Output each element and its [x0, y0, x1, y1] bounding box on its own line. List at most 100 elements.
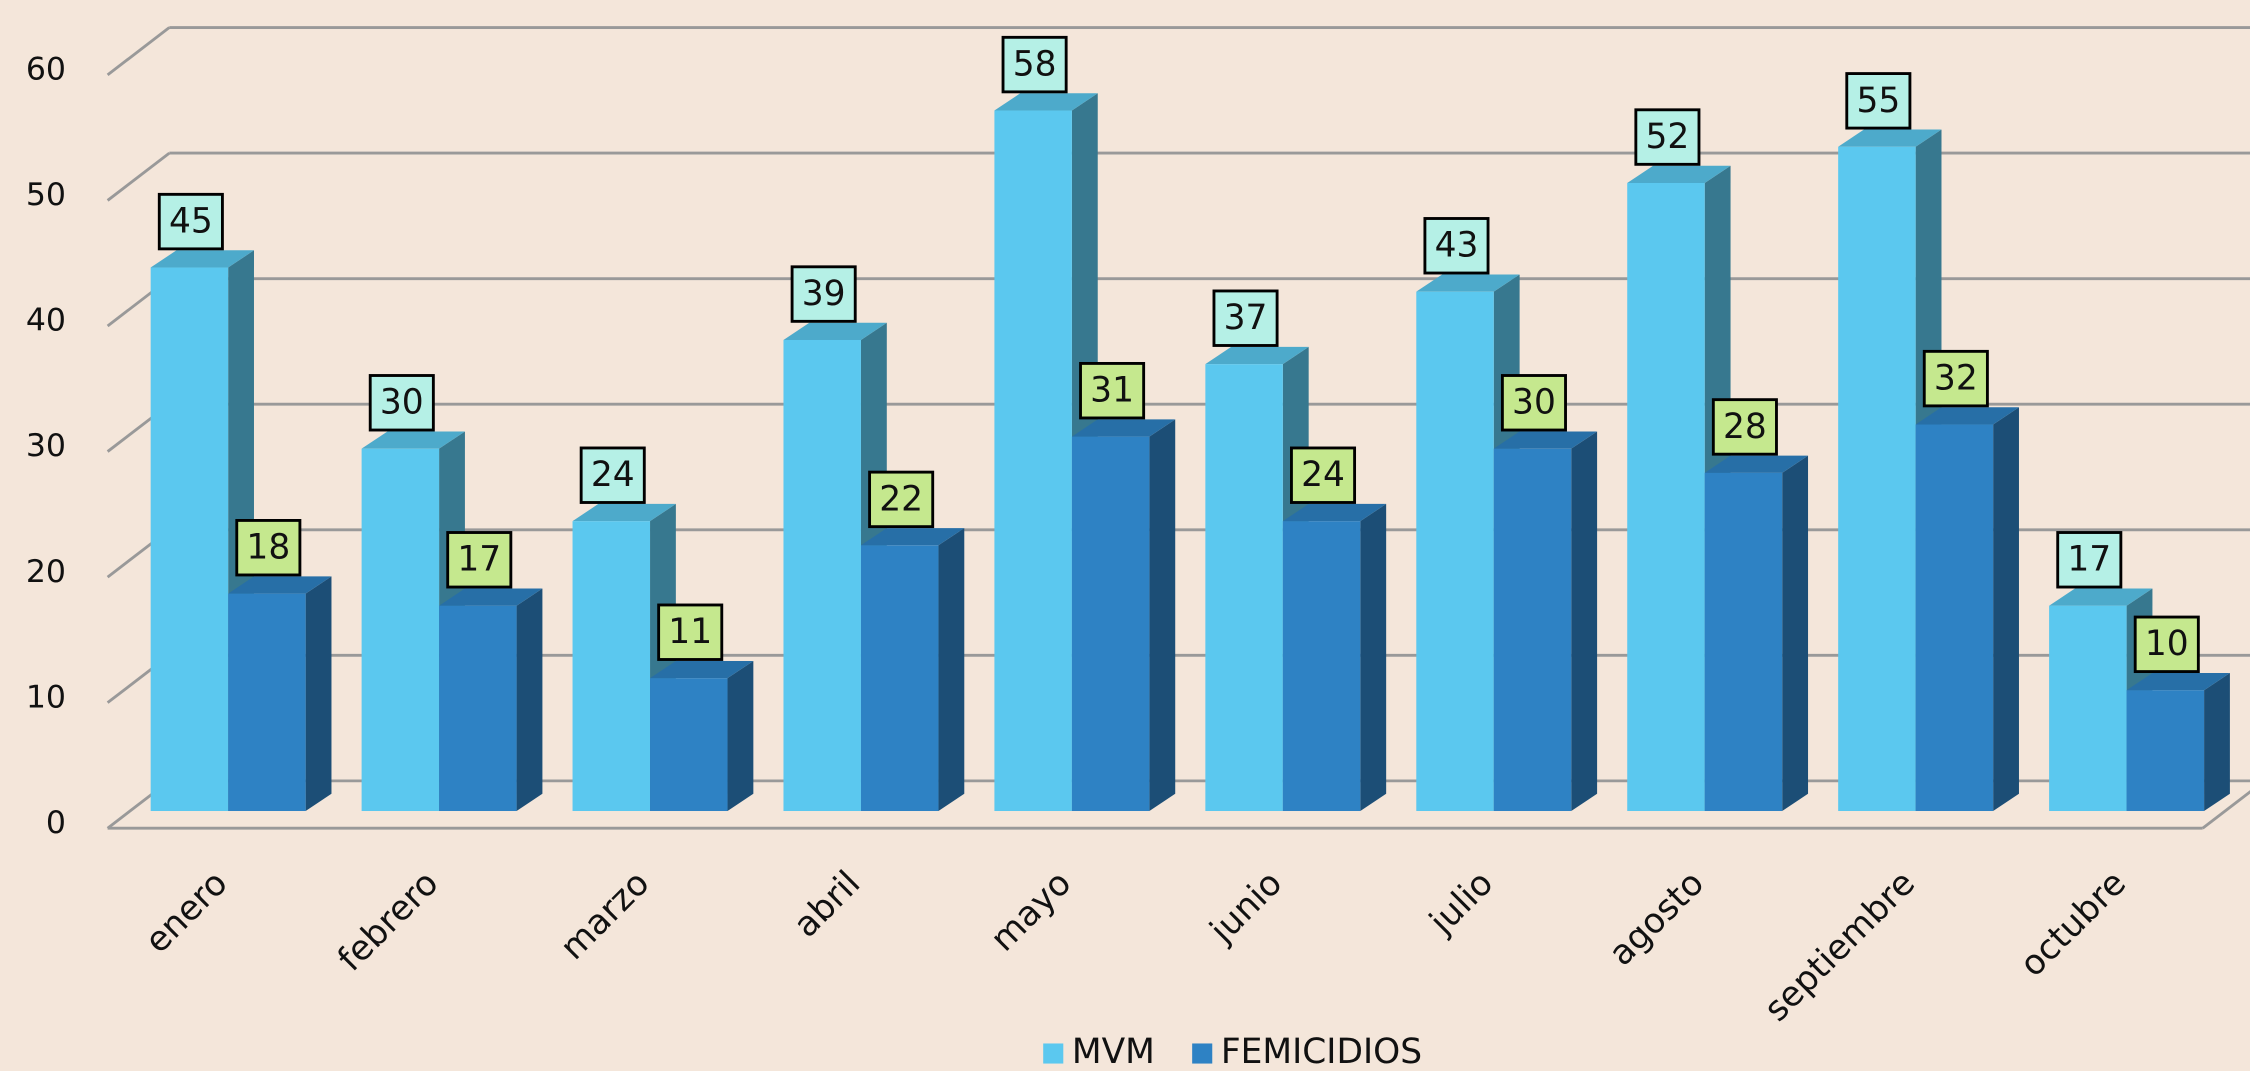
bar-top [994, 93, 1098, 111]
bar-top [860, 528, 965, 546]
value-label: 55 [1856, 81, 1900, 121]
bar [572, 521, 651, 812]
bar-top [2126, 673, 2230, 691]
value-label-box [1079, 361, 1146, 420]
legend-label: FEMICIDIOS [1221, 1032, 1422, 1071]
value-label: 30 [1512, 383, 1556, 423]
y-tick-label: 10 [26, 679, 66, 715]
x-axis-depth [2201, 790, 2250, 830]
value-label-box [1845, 72, 1912, 130]
bar-top [228, 576, 332, 594]
y-tick-label: 30 [26, 428, 66, 464]
bar-side [938, 528, 965, 812]
bar-top [1915, 407, 2019, 425]
value-label: 22 [879, 479, 923, 519]
y-tick-label: 60 [26, 52, 66, 88]
value-label: 32 [1934, 359, 1978, 399]
value-label: 18 [246, 528, 290, 568]
value-label: 10 [2145, 624, 2189, 664]
value-label: 31 [1090, 371, 1134, 411]
legend-label: MVM [1072, 1032, 1155, 1071]
bar [1282, 521, 1361, 812]
bar-top [650, 660, 754, 679]
bar [2126, 690, 2205, 812]
value-label-box [368, 374, 435, 432]
y-tick-label: 50 [26, 177, 66, 213]
bar-side [2204, 673, 2230, 812]
bar [228, 593, 306, 812]
bar-top [1071, 419, 1176, 437]
value-label: 39 [802, 274, 846, 314]
value-label: 24 [1301, 455, 1345, 495]
value-label: 30 [380, 383, 424, 423]
bar-side [1993, 407, 2019, 812]
bar [1704, 472, 1783, 812]
value-label: 37 [1224, 298, 1268, 338]
value-label-box [1500, 374, 1567, 432]
value-label-box [868, 470, 935, 529]
value-label: 28 [1723, 407, 1767, 447]
value-label-box [157, 192, 224, 251]
bar-top [783, 322, 887, 340]
bar [783, 339, 861, 812]
bar [1627, 182, 1705, 812]
bar [1416, 291, 1494, 812]
bar-top [1205, 346, 1309, 365]
bar-top [150, 250, 254, 268]
bar-side [1571, 431, 1598, 812]
value-label: 43 [1435, 226, 1479, 266]
bar [361, 448, 440, 812]
bar-side [1782, 455, 1809, 812]
grid-line-depth [106, 151, 171, 202]
value-label-box [1922, 349, 1989, 408]
bar-top [1493, 431, 1598, 449]
value-label-box [235, 518, 302, 577]
value-label: 45 [169, 202, 213, 242]
value-label: 52 [1646, 117, 1690, 157]
y-tick-label: 0 [46, 805, 66, 841]
bar-side [1360, 503, 1387, 812]
value-label-box [1001, 35, 1068, 94]
bar [994, 110, 1072, 812]
grid-line-depth [106, 26, 171, 77]
value-label-box [657, 603, 724, 661]
bar [150, 267, 229, 812]
bar-top [2049, 588, 2153, 606]
value-label-box [2056, 531, 2123, 589]
bar [1205, 364, 1283, 812]
bar-top [1704, 455, 1809, 473]
value-label-box [1423, 217, 1490, 275]
bar-side [1149, 419, 1176, 812]
value-label-box [446, 531, 513, 589]
bar-side [727, 660, 754, 812]
bar-top [1282, 503, 1387, 522]
bar-side [516, 588, 543, 812]
bar [1071, 436, 1150, 812]
bar [2049, 605, 2127, 812]
bar-top [572, 503, 676, 522]
bar-top [1416, 274, 1520, 292]
value-label-box [1290, 446, 1357, 504]
value-label: 58 [1013, 45, 1057, 85]
value-label: 11 [668, 612, 712, 652]
bar-top [1627, 165, 1731, 183]
y-tick-label: 40 [26, 303, 66, 339]
value-label-box [2133, 615, 2200, 674]
value-label-box [579, 446, 646, 504]
value-label-box [1634, 108, 1701, 166]
bar [1915, 424, 1994, 812]
bar [1838, 146, 1916, 812]
value-label-box [1212, 289, 1279, 347]
value-label-box [790, 265, 857, 323]
y-tick-label: 20 [26, 554, 66, 590]
bar [439, 605, 517, 812]
bar-side [305, 576, 332, 812]
bar-top [439, 588, 543, 606]
bar-top [361, 431, 465, 449]
bar-top [1838, 129, 1942, 147]
value-label-box [1711, 398, 1778, 456]
bar [650, 678, 728, 812]
legend-swatch [1192, 1043, 1213, 1064]
legend-swatch [1043, 1043, 1064, 1064]
